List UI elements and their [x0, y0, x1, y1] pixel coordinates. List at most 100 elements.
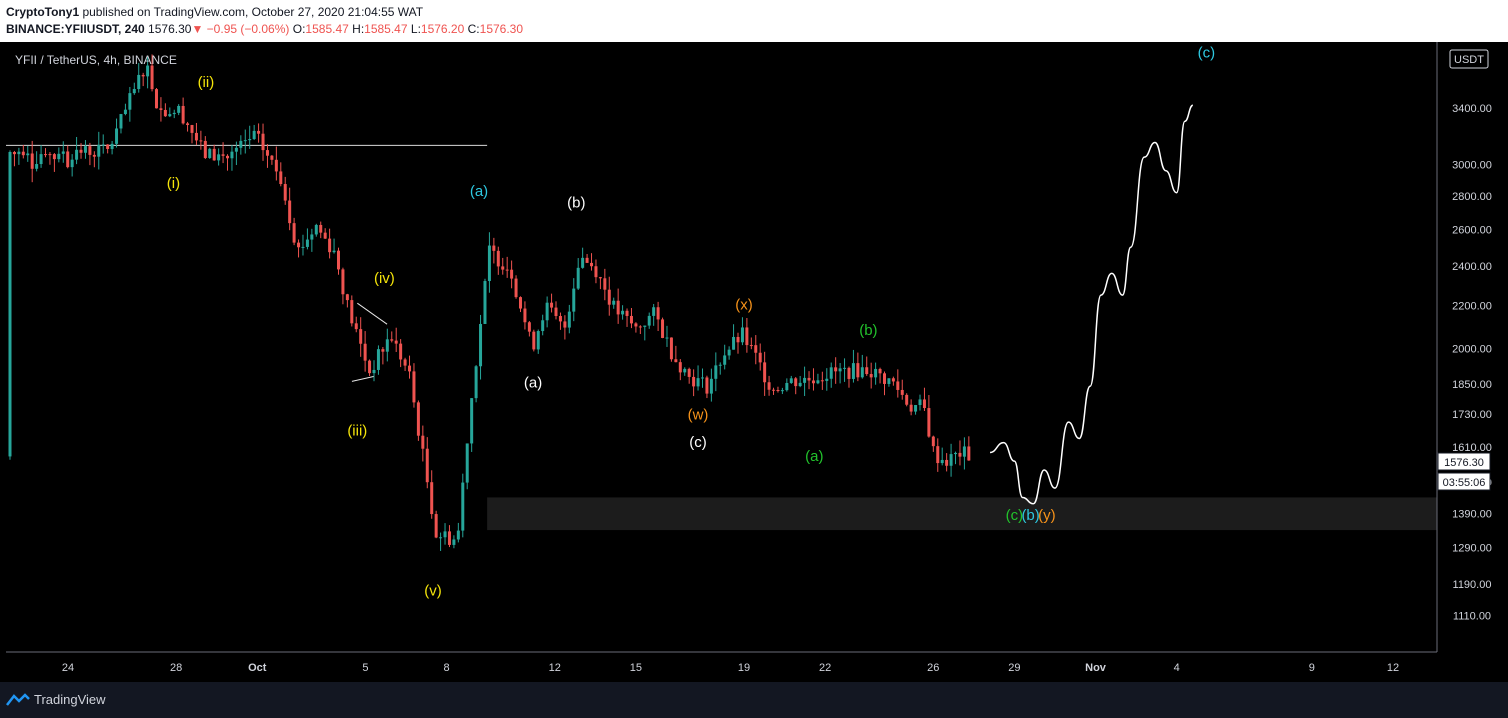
- chart-area[interactable]: (ii) (i) (iv) (iii) (v) (a) (b) (a) (x) (w) (c) (b)…: [0, 42, 1508, 682]
- price-axis[interactable]: [1437, 42, 1508, 652]
- candle-body: [194, 132, 198, 141]
- candle-body: [581, 257, 585, 268]
- candle-body: [661, 319, 665, 338]
- candle-body: [26, 153, 30, 156]
- candle-body: [647, 315, 651, 326]
- candle-body: [585, 257, 589, 263]
- last-price: 1576.30: [148, 22, 192, 36]
- candle-body: [115, 128, 119, 144]
- candle-body: [505, 269, 509, 271]
- candle-body: [48, 154, 52, 156]
- candle-body: [536, 331, 540, 350]
- candle-body: [718, 364, 722, 366]
- time-tick-label: Nov: [1085, 662, 1107, 674]
- candle-body: [825, 378, 829, 381]
- candle-body: [141, 74, 145, 77]
- candle-body: [510, 269, 514, 279]
- publisher-name[interactable]: CryptoTony1: [6, 5, 80, 19]
- candle-body: [230, 151, 234, 159]
- symbol-line: BINANCE:YFIIUSDT, 240: [6, 22, 145, 36]
- candle-body: [270, 155, 274, 160]
- candle-body: [332, 250, 336, 253]
- candle-body: [914, 405, 918, 412]
- candle-body: [310, 234, 314, 240]
- time-tick-label: 26: [927, 662, 939, 674]
- candle-body: [83, 146, 87, 153]
- currency-badge[interactable]: [1449, 49, 1489, 69]
- candle-body: [181, 105, 185, 124]
- price-tick-label: 1190.00: [1453, 579, 1492, 591]
- price-tick-label: 1110.00: [1453, 610, 1491, 622]
- wave-label: (i): [167, 175, 180, 192]
- candle-body: [101, 144, 105, 146]
- candle-body: [758, 352, 762, 363]
- candle-body: [292, 223, 296, 243]
- wave-label: (b): [1021, 507, 1039, 524]
- wave-label: (iii): [347, 423, 367, 440]
- candle-body: [177, 105, 181, 113]
- candle-body: [891, 378, 895, 382]
- candle-body: [501, 266, 505, 270]
- time-tick-label: 15: [630, 662, 642, 674]
- candle-body: [8, 151, 12, 457]
- candle-body: [265, 150, 269, 156]
- candle-body: [52, 154, 56, 160]
- time-tick-label: 28: [170, 662, 182, 674]
- candle-body: [532, 331, 536, 350]
- candle-body: [221, 154, 225, 156]
- candle-body: [727, 349, 731, 356]
- low-value: 1576.20: [420, 22, 465, 36]
- candle-body: [723, 355, 727, 365]
- candle-body: [461, 482, 465, 531]
- candle-body: [789, 378, 793, 383]
- price-tick-label: 2000.00: [1452, 343, 1492, 355]
- candle-body: [350, 300, 354, 324]
- price-tick-label: 1850.00: [1452, 379, 1492, 391]
- publish-header: CryptoTony1 published on TradingView.com…: [0, 0, 1508, 42]
- wave-label: (y): [1038, 507, 1056, 524]
- open-label: O:: [292, 22, 306, 36]
- candle-body: [447, 531, 451, 545]
- candle-body: [603, 278, 607, 290]
- candle-body: [612, 300, 616, 305]
- candle-body: [811, 380, 815, 384]
- candle-body: [545, 302, 549, 321]
- candle-body: [794, 378, 798, 387]
- candle-body: [598, 277, 602, 279]
- candle-body: [918, 399, 922, 406]
- candle-body: [150, 65, 154, 90]
- price-tick-label: 2400.00: [1452, 261, 1492, 273]
- tradingview-logo-icon[interactable]: [6, 693, 30, 707]
- candle-body: [736, 336, 740, 343]
- candle-body: [301, 246, 305, 248]
- candle-body: [621, 310, 625, 315]
- price-change: −0.95 (−0.06%): [206, 22, 290, 36]
- candle-body: [66, 151, 70, 168]
- price-tick-label: 1390.00: [1452, 508, 1492, 520]
- candle-body: [936, 446, 940, 464]
- candle-body: [541, 320, 545, 332]
- candle-body: [314, 224, 318, 235]
- tradingview-brand[interactable]: TradingView: [34, 692, 106, 707]
- wave-label: (a): [524, 375, 542, 392]
- candle-body: [882, 373, 886, 384]
- candle-body: [30, 153, 34, 169]
- candle-body: [860, 367, 864, 378]
- countdown-tag: [1437, 472, 1491, 491]
- candle-body: [421, 435, 425, 449]
- currency-badge-label: USDT: [1454, 54, 1484, 66]
- candle-body: [341, 269, 345, 295]
- candle-body: [709, 378, 713, 394]
- candle-body: [669, 337, 673, 360]
- candle-body: [865, 367, 869, 375]
- candle-body: [829, 367, 833, 379]
- open-value: 1585.47: [305, 22, 349, 36]
- candle-body: [119, 114, 123, 129]
- trendline: [351, 376, 374, 382]
- candle-body: [372, 369, 376, 374]
- price-tick-label: 1610.00: [1452, 442, 1492, 454]
- chart-svg[interactable]: (ii)(i)(iv)(iii)(v)(a)(b)(a)(x)(w)(c)(b)…: [0, 42, 1508, 682]
- candle-body: [847, 367, 851, 379]
- candle-body: [425, 448, 429, 483]
- candle-body: [403, 359, 407, 366]
